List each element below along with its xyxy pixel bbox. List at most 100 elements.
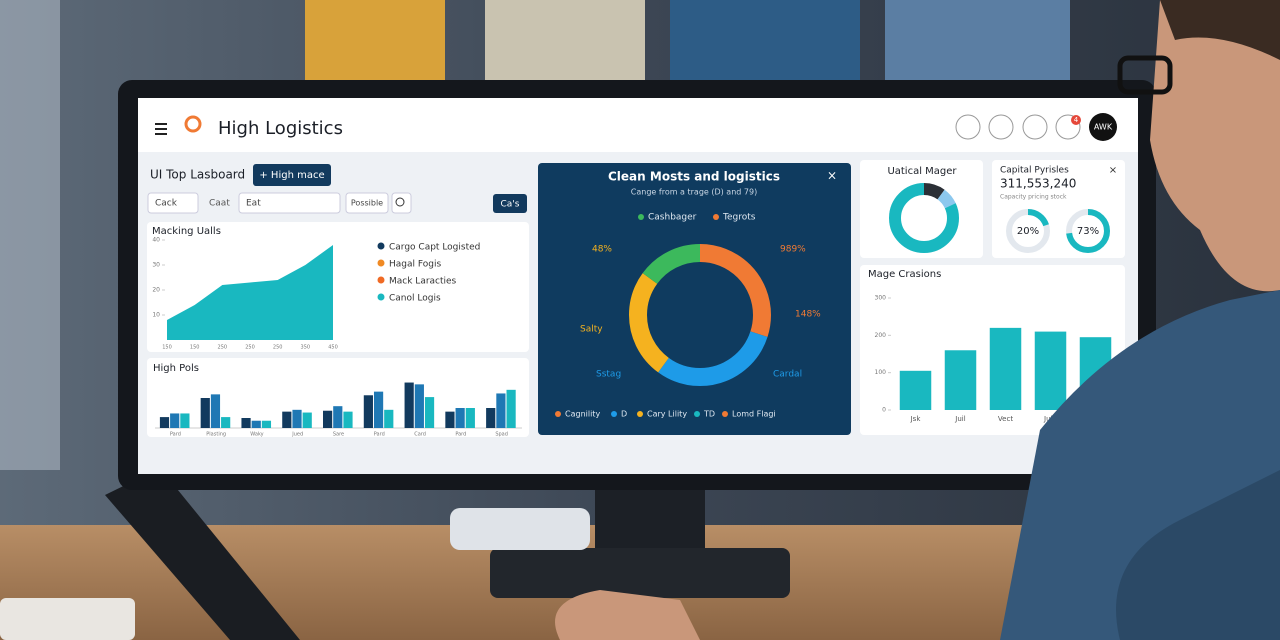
- x-tick-label: 250: [245, 345, 255, 351]
- x-tick-label: 250: [273, 345, 283, 351]
- bar: [486, 408, 496, 428]
- poster: [485, 0, 645, 85]
- select[interactable]: [147, 192, 199, 214]
- callout: 48%: [592, 245, 612, 255]
- legend-label: Canol Logis: [389, 294, 441, 304]
- legend-swatch: [722, 411, 728, 417]
- bar: [414, 384, 424, 428]
- legend-label: Cashbager: [648, 213, 697, 223]
- monitor-base: [490, 548, 790, 598]
- y-tick-label: 40: [152, 237, 160, 244]
- chip[interactable]: [345, 192, 389, 214]
- search-icon: [395, 197, 405, 207]
- poster: [670, 0, 860, 85]
- callout: 148%: [795, 310, 821, 320]
- badge: [1071, 115, 1081, 125]
- bar: [170, 413, 180, 428]
- legend-label: D: [621, 410, 627, 419]
- legend-label: Mack Laracties: [389, 277, 457, 287]
- panel-title: High Pols: [153, 363, 199, 374]
- bar: [455, 408, 465, 428]
- page-heading: UI Top Lasboard: [150, 168, 245, 182]
- bar: [944, 350, 977, 410]
- legend-swatch: [377, 276, 385, 284]
- bar: [989, 327, 1022, 410]
- input[interactable]: [238, 192, 341, 214]
- poster: [305, 0, 445, 85]
- panel-title: Mage Crasions: [868, 269, 941, 280]
- y-tick-label: 300: [875, 295, 887, 302]
- gauge-label: 73%: [1077, 226, 1099, 237]
- x-tick-label: Waky: [250, 432, 263, 438]
- x-tick-label: Plasting: [206, 432, 226, 438]
- bar: [899, 370, 932, 410]
- bar: [465, 408, 475, 428]
- app-title: High Logistics: [218, 118, 343, 139]
- x-tick-label: 250: [218, 345, 228, 351]
- bar: [384, 409, 394, 428]
- primary-button[interactable]: [253, 164, 331, 186]
- window-light: [0, 0, 60, 470]
- bar: [302, 412, 312, 428]
- action-button[interactable]: [493, 194, 527, 213]
- hand: [555, 590, 700, 640]
- panel: [538, 163, 851, 435]
- y-tick-label: 20: [152, 287, 160, 294]
- close-button[interactable]: ×: [1109, 165, 1117, 176]
- x-tick-label: Vect: [998, 415, 1013, 423]
- ring-segment: [629, 244, 771, 386]
- head: [1150, 0, 1280, 292]
- bar: [424, 397, 435, 428]
- legend-label: Lomd Flagi: [732, 410, 776, 419]
- amount: 311,553,240: [1000, 177, 1076, 191]
- y-tick-label: 30: [152, 262, 160, 269]
- person: [555, 0, 1280, 640]
- area: [167, 245, 333, 340]
- gauge-arc: [1066, 209, 1110, 253]
- legend-swatch: [637, 411, 643, 417]
- menu-icon[interactable]: [155, 123, 167, 135]
- panel: [992, 160, 1125, 258]
- bar: [323, 410, 333, 428]
- y-tick-label: 200: [875, 332, 887, 339]
- glasses: [1117, 55, 1173, 95]
- avatar-initials: AWK: [1094, 123, 1113, 132]
- gauge-label: 20%: [1017, 226, 1039, 237]
- legend-label: TD: [703, 410, 715, 419]
- laptop: [105, 468, 300, 640]
- x-tick-label: 150: [162, 345, 172, 351]
- x-tick-label: 450: [328, 345, 338, 351]
- charts: 10 20 30 40 150 150 250 250 250 350 450 Cargo Capt …: [152, 183, 1112, 438]
- bar: [200, 398, 210, 428]
- callout: 989%: [780, 245, 806, 255]
- chip-label: Possible: [351, 199, 383, 208]
- bar: [159, 417, 170, 428]
- panel-title: Capital Pyrisles: [1000, 166, 1069, 176]
- x-tick-label: Pard: [170, 432, 181, 438]
- badge-count: 4: [1074, 116, 1079, 124]
- legend-swatch: [611, 411, 617, 417]
- x-tick-label: Juil: [954, 415, 965, 423]
- y-tick-label: 0: [882, 407, 886, 414]
- x-tick-label: 150: [190, 345, 200, 351]
- close-button[interactable]: ×: [827, 169, 837, 183]
- monitor-stand: [595, 480, 705, 550]
- input-text: Eat: [246, 199, 261, 209]
- legend-swatch: [377, 242, 385, 250]
- field-label: Caat: [209, 199, 230, 209]
- legend-swatch: [555, 411, 561, 417]
- x-tick-label: 350: [301, 345, 311, 351]
- bar: [333, 406, 343, 428]
- x-tick-label: Sare: [333, 432, 344, 438]
- search-button[interactable]: [391, 192, 412, 214]
- notebook: [0, 598, 135, 640]
- legend-swatch: [694, 411, 700, 417]
- callout: Sstag: [596, 370, 621, 380]
- amount-note: Capacity pricing stock: [1000, 194, 1067, 201]
- avatar[interactable]: [1089, 113, 1117, 141]
- bar: [506, 389, 516, 428]
- x-tick-label: Card: [414, 432, 426, 438]
- x-tick-label: Pard: [374, 432, 385, 438]
- bar: [363, 395, 373, 428]
